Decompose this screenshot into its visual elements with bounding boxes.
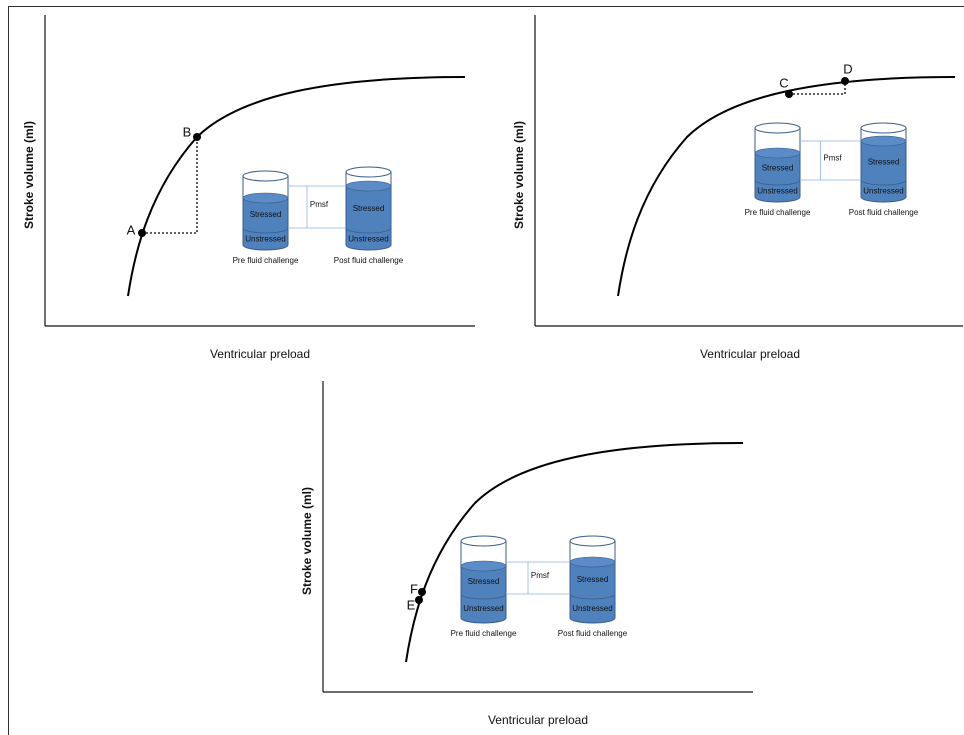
- stressed-label: Stressed: [353, 204, 385, 213]
- cylinder-top: [461, 536, 506, 546]
- stressed-label: Stressed: [577, 575, 609, 584]
- panel: Stroke volume (ml) Ventricular preload Str…: [22, 15, 475, 361]
- point-label: E: [407, 597, 416, 612]
- unstressed-label: Unstressed: [757, 187, 797, 196]
- water-surface: [346, 181, 391, 191]
- unstressed-label: Unstressed: [245, 235, 285, 244]
- panel: Stroke volume (ml) Ventricular preload Str…: [300, 381, 753, 727]
- cylinder-top: [570, 536, 615, 546]
- container-caption: Post fluid challenge: [849, 208, 919, 217]
- point-label: D: [843, 61, 852, 76]
- container-caption: Pre fluid challenge: [233, 256, 299, 265]
- curve-point: [193, 133, 201, 141]
- y-axis-label: Stroke volume (ml): [300, 487, 314, 595]
- x-axis-label: Ventricular preload: [700, 347, 800, 361]
- pmsf-label: Pmsf: [531, 571, 550, 580]
- unstressed-label: Unstressed: [572, 604, 612, 613]
- stressed-label: Stressed: [468, 577, 500, 586]
- point-label: F: [410, 581, 418, 596]
- pmsf-label: Pmsf: [823, 154, 842, 163]
- stressed-label: Stressed: [762, 164, 794, 173]
- cylinder-top: [755, 123, 800, 133]
- panel: Stroke volume (ml) Ventricular preload Str…: [512, 15, 963, 361]
- cylinder-top: [861, 123, 906, 133]
- cylinder-top: [346, 167, 391, 177]
- unstressed-label: Unstressed: [463, 604, 503, 613]
- curve-point: [415, 596, 423, 604]
- water-surface: [243, 193, 288, 203]
- curve-point: [418, 588, 426, 596]
- water-surface: [461, 561, 506, 571]
- x-axis-label: Ventricular preload: [210, 347, 310, 361]
- curve-point: [841, 77, 849, 85]
- container-caption: Pre fluid challenge: [451, 629, 517, 638]
- point-label: A: [127, 222, 136, 237]
- frame: [9, 7, 964, 735]
- stressed-label: Stressed: [250, 210, 282, 219]
- x-axis-label: Ventricular preload: [488, 713, 588, 727]
- y-axis-label: Stroke volume (ml): [22, 121, 36, 229]
- stressed-label: Stressed: [868, 158, 900, 167]
- pmsf-label: Pmsf: [310, 200, 329, 209]
- point-label: B: [183, 124, 192, 139]
- curve-point: [785, 90, 793, 98]
- container-caption: Pre fluid challenge: [745, 208, 811, 217]
- unstressed-label: Unstressed: [348, 235, 388, 244]
- water-surface: [570, 557, 615, 567]
- figure: Stroke volume (ml) Ventricular preload Str…: [0, 0, 964, 735]
- container-caption: Post fluid challenge: [558, 629, 628, 638]
- curve-point: [138, 229, 146, 237]
- cylinder-top: [243, 171, 288, 181]
- container-caption: Post fluid challenge: [334, 256, 404, 265]
- point-label: C: [779, 75, 788, 90]
- dotted-step: [142, 137, 197, 233]
- water-surface: [861, 136, 906, 146]
- y-axis-label: Stroke volume (ml): [512, 121, 526, 229]
- unstressed-label: Unstressed: [863, 187, 903, 196]
- water-surface: [755, 148, 800, 158]
